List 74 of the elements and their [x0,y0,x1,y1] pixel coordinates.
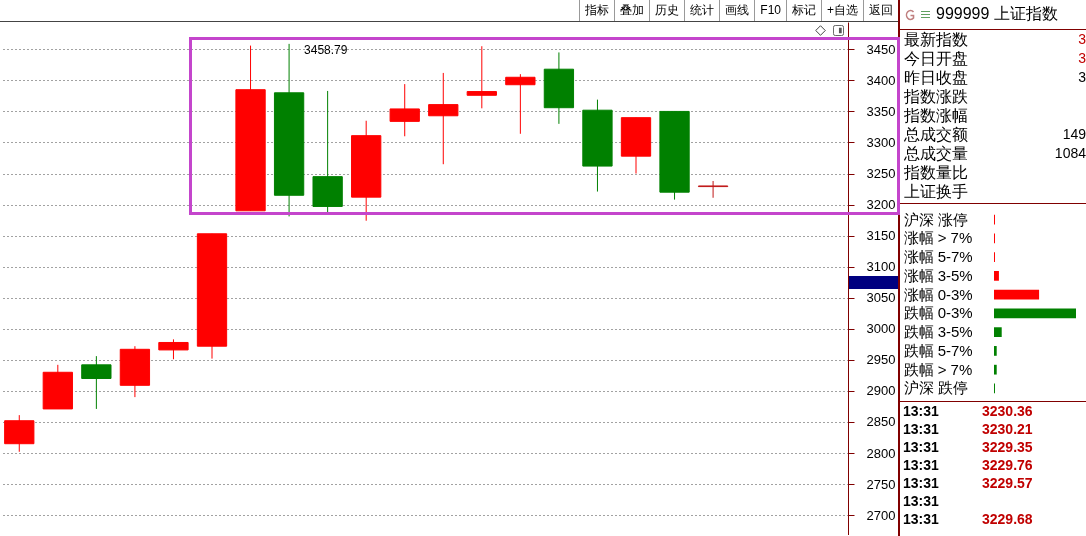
bar [994,308,1076,319]
text: 画线 [719,0,755,21]
text: 返回 [863,0,898,21]
category-label: 上证换手 [904,182,968,201]
y-tick-label: 2950 [866,352,896,368]
y-tick-label: 涨幅 0-3% [903,285,973,303]
category-label: 指数量比 [904,163,968,182]
category-label: 13:31 [903,420,939,438]
candlestick [428,72,459,165]
bar [994,289,1040,300]
bar [994,270,999,281]
data-label: 3229.76 [982,456,1033,474]
y-tick-label: 3300 [866,134,896,150]
data-label: 3229.57 [982,474,1033,492]
y-tick-label: 跌幅 > 7% [903,360,973,378]
y-tick-label: 跌幅 0-3% [903,304,973,322]
y-tick-label: 涨幅 5-7% [903,248,973,266]
text: 3 [1078,69,1086,85]
text: 叠加 [614,0,650,21]
y-tick-label: 涨幅 3-5% [903,266,973,284]
y-tick-label: 2800 [866,445,896,461]
y-tick-label: 3350 [866,103,896,119]
category-label: 总成交量 [904,144,968,163]
bar [994,327,1002,338]
y-tick-label: 3100 [866,259,896,275]
text: 999999 上证指数 [936,4,1058,24]
data-label: 3229.35 [982,438,1033,456]
text: 1084 [1054,145,1086,161]
text: F10 [754,0,786,21]
y-tick-label: 3250 [866,166,896,182]
text: 3 [1078,31,1086,47]
category-label: 指数涨幅 [904,106,968,125]
candlestick [505,73,536,135]
category-label: 13:31 [903,402,939,420]
text: +自选 [820,0,863,21]
y-tick-label: 3450 [866,41,896,57]
text: 3 [1078,50,1086,66]
text: 历史 [649,0,685,21]
category-label: 13:31 [903,510,939,528]
y-tick-label: 3400 [866,72,896,88]
text: 标记 [785,0,821,21]
data-label: 3229.68 [982,510,1033,528]
category-label: 今日开盘 [904,49,968,68]
candlestick [466,45,497,109]
y-tick-label: 沪深 涨停 [903,210,968,228]
y-tick-label: 3050 [866,290,896,306]
bar [994,364,997,375]
y-tick-label: 2850 [866,414,896,430]
category-label: 最新指数 [904,30,968,49]
category-label: 13:31 [903,438,939,456]
data-label: 3230.21 [982,420,1033,438]
category-label: 13:31 [903,492,939,510]
y-tick-label: 跌幅 3-5% [903,323,973,341]
category-label: 13:31 [903,456,939,474]
y-tick-label: 2700 [866,507,896,523]
y-tick-label: 2900 [866,383,896,399]
category-label: 13:31 [903,474,939,492]
y-tick-label: 2750 [866,476,896,492]
category-label: 总成交额 [904,125,968,144]
category-label: 指数涨跌 [904,87,968,106]
text: 指标 [579,0,615,21]
y-tick-label: 3200 [866,197,896,213]
text: 统计 [684,0,720,21]
y-tick-label: 跌幅 5-7% [903,341,973,359]
y-tick-label: 3000 [866,321,896,337]
y-tick-label: 涨幅 > 7% [903,229,973,247]
annotation: 3458.79 [304,42,348,57]
text: 149 [1062,126,1086,142]
data-label: 3230.36 [982,402,1033,420]
category-label: 昨日收盘 [904,68,968,87]
y-tick-label: 3150 [866,228,896,244]
bar [994,346,997,356]
y-tick-label: 沪深 跌停 [903,379,968,397]
candlestick [697,180,729,199]
